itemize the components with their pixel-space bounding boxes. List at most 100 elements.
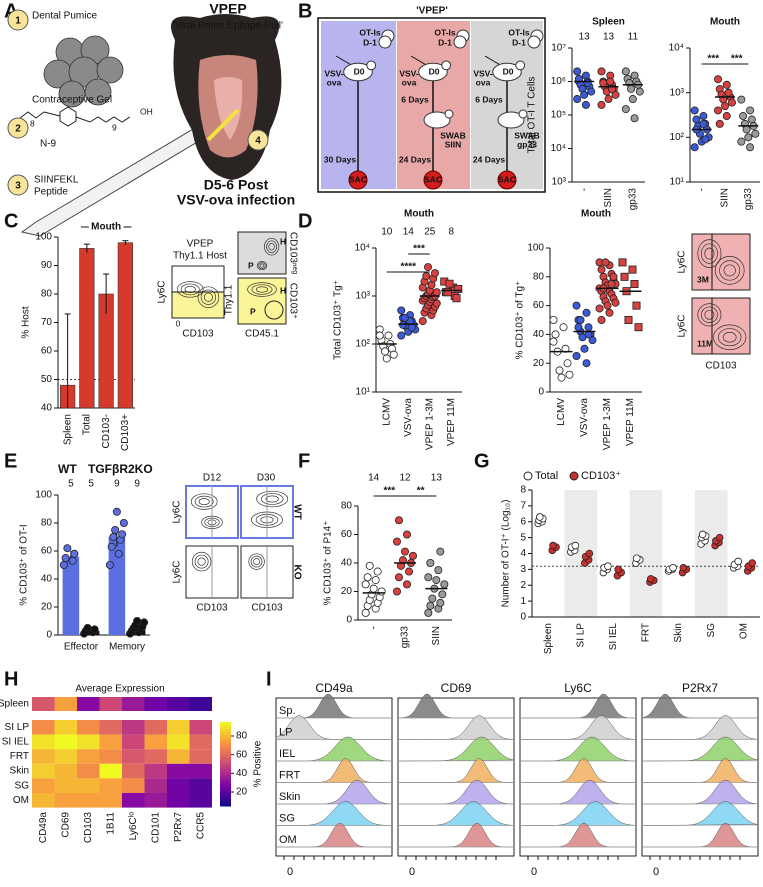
step-text: OT-Is	[508, 27, 530, 37]
data-point	[690, 106, 699, 115]
y-tick-label: 5	[520, 532, 526, 543]
axis-label: Ly6C	[677, 251, 688, 274]
y-tick-label: 10³	[670, 87, 685, 98]
interval: 24 Days	[473, 154, 505, 164]
y-tick-label: 0	[346, 615, 352, 626]
data-point	[728, 98, 737, 107]
data-point	[597, 67, 606, 76]
endpoint	[497, 170, 517, 190]
sample-label: Skin	[279, 791, 300, 803]
y-tick-label: 60	[41, 346, 53, 357]
histogram	[519, 801, 637, 826]
legend-swatch	[569, 471, 579, 481]
sample: 11M	[697, 338, 713, 348]
molecule	[19, 106, 131, 127]
contour	[250, 555, 263, 568]
histogram	[641, 801, 759, 826]
heatmap-cell	[167, 778, 190, 793]
data-point	[571, 541, 580, 550]
colorbar-step	[220, 734, 231, 738]
peptide: SIIN	[445, 139, 462, 149]
y-axis-label: % CD103⁺ of P14⁺	[323, 520, 334, 605]
endpoint	[348, 170, 368, 190]
step-text: SIINFEKL	[34, 175, 79, 186]
chart-title: Mouth	[404, 209, 434, 220]
x-tick-label: LCMV	[381, 398, 392, 426]
n-label: 5	[88, 479, 94, 490]
data-point	[620, 272, 629, 281]
heatmap-cell	[189, 793, 212, 808]
y-tick-label: 10⁴	[551, 143, 566, 154]
panel-label: D	[298, 210, 312, 232]
endpoint	[423, 170, 443, 190]
histogram	[397, 736, 515, 762]
y-tick-label: 10⁴	[355, 243, 370, 254]
flow-plot	[237, 277, 287, 325]
data-point	[434, 566, 443, 575]
step-text: VSV-	[324, 68, 344, 78]
heatmap-cell	[144, 749, 167, 764]
y-tick-label: 0	[520, 612, 526, 623]
colorbar-step	[220, 732, 231, 736]
x-tick-label: gp33	[400, 626, 411, 649]
heatmap-cell	[32, 720, 55, 735]
y-tick-label: 10⁵	[551, 110, 566, 121]
data-point	[588, 336, 597, 345]
heatmap-cell	[144, 734, 167, 750]
step-text: ova	[327, 77, 342, 87]
axis-label: Thy1.1	[224, 284, 235, 315]
y-tick-label: 50	[41, 374, 53, 385]
sample-label: LP	[279, 726, 292, 738]
mouse-icon	[366, 60, 377, 71]
histogram	[641, 758, 759, 783]
column-label: CD69	[60, 812, 71, 838]
protocol-diagram	[317, 17, 546, 193]
y-tick-label: 10⁷	[551, 43, 566, 54]
column-label: CD101	[150, 812, 161, 844]
x-tick-label: SI LP	[575, 623, 586, 648]
data-point	[371, 576, 380, 585]
data-point	[627, 84, 636, 93]
y-tick-label: 80	[41, 518, 53, 529]
heatmap-cell	[122, 793, 145, 808]
data-point	[604, 562, 612, 570]
heatmap-cell	[144, 763, 167, 779]
data-point	[133, 617, 142, 626]
axis-label: CD103⁺	[287, 283, 298, 319]
data-point	[628, 95, 637, 104]
colorbar-step	[220, 803, 231, 807]
y-tick-label: 1	[520, 596, 526, 607]
step-number: 3	[15, 181, 21, 192]
y-tick-label: 10⁶	[551, 76, 566, 87]
y-tick-label: 10¹	[356, 387, 371, 398]
histogram	[641, 736, 759, 762]
data-point	[746, 143, 755, 152]
data-point	[737, 95, 746, 104]
data-point	[436, 547, 445, 556]
data-point	[715, 119, 724, 128]
data-point	[628, 265, 637, 274]
colorbar-label: % Positive	[253, 740, 264, 787]
n-label: 5	[68, 479, 74, 490]
x-tick-label: Spleen	[62, 414, 73, 445]
day-label: D0	[354, 66, 365, 76]
data-point	[573, 67, 582, 76]
data-point	[722, 80, 731, 89]
colorbar-step	[220, 770, 231, 773]
data-point	[604, 95, 613, 104]
data-point	[430, 269, 439, 278]
heatmap-cell	[77, 734, 100, 750]
heatmap-cell	[122, 697, 145, 711]
y-tick-label: 40	[341, 558, 353, 569]
heatmap-cell	[189, 778, 212, 793]
data-point	[599, 79, 608, 88]
contour	[194, 495, 214, 508]
data-point	[365, 561, 374, 570]
data-point	[549, 315, 558, 324]
legend-label: WT	[58, 462, 77, 476]
contour	[197, 286, 220, 308]
colorbar-step	[220, 755, 231, 759]
legend-label: TGFβR2KO	[88, 462, 153, 476]
bar	[108, 537, 126, 635]
chart-title: Mouth	[581, 209, 611, 220]
